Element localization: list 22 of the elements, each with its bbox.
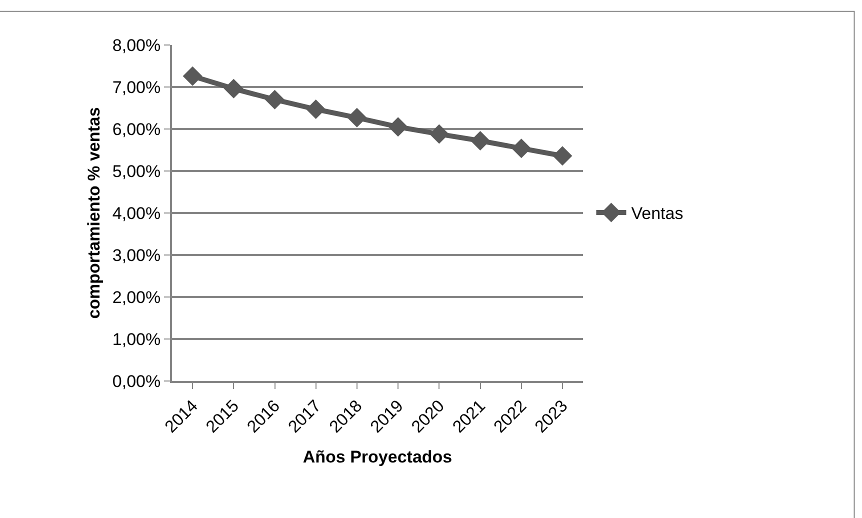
y-tick-label: 6,00% <box>112 120 161 139</box>
point <box>265 90 284 110</box>
y-tick-label: 8,00% <box>112 36 161 55</box>
point <box>470 131 490 151</box>
point <box>306 100 326 120</box>
point <box>512 138 532 158</box>
y-tick-label: 0,00% <box>112 372 161 391</box>
x-axis-title: Años Proyectados <box>302 447 452 466</box>
point <box>347 108 367 128</box>
legend-label: Ventas <box>631 204 684 224</box>
y-tick-label: 7,00% <box>112 78 161 97</box>
point <box>552 146 572 166</box>
point <box>182 66 202 86</box>
point <box>429 124 449 144</box>
y-tick-label: 5,00% <box>112 162 161 181</box>
point <box>224 78 244 98</box>
y-tick-label: 3,00% <box>112 246 161 265</box>
y-tick-label: 1,00% <box>112 330 161 349</box>
y-tick-label: 2,00% <box>112 288 161 307</box>
y-axis-title: comportamiento % ventas <box>84 107 104 319</box>
point <box>388 117 408 137</box>
y-tick-label: 4,00% <box>112 204 161 223</box>
